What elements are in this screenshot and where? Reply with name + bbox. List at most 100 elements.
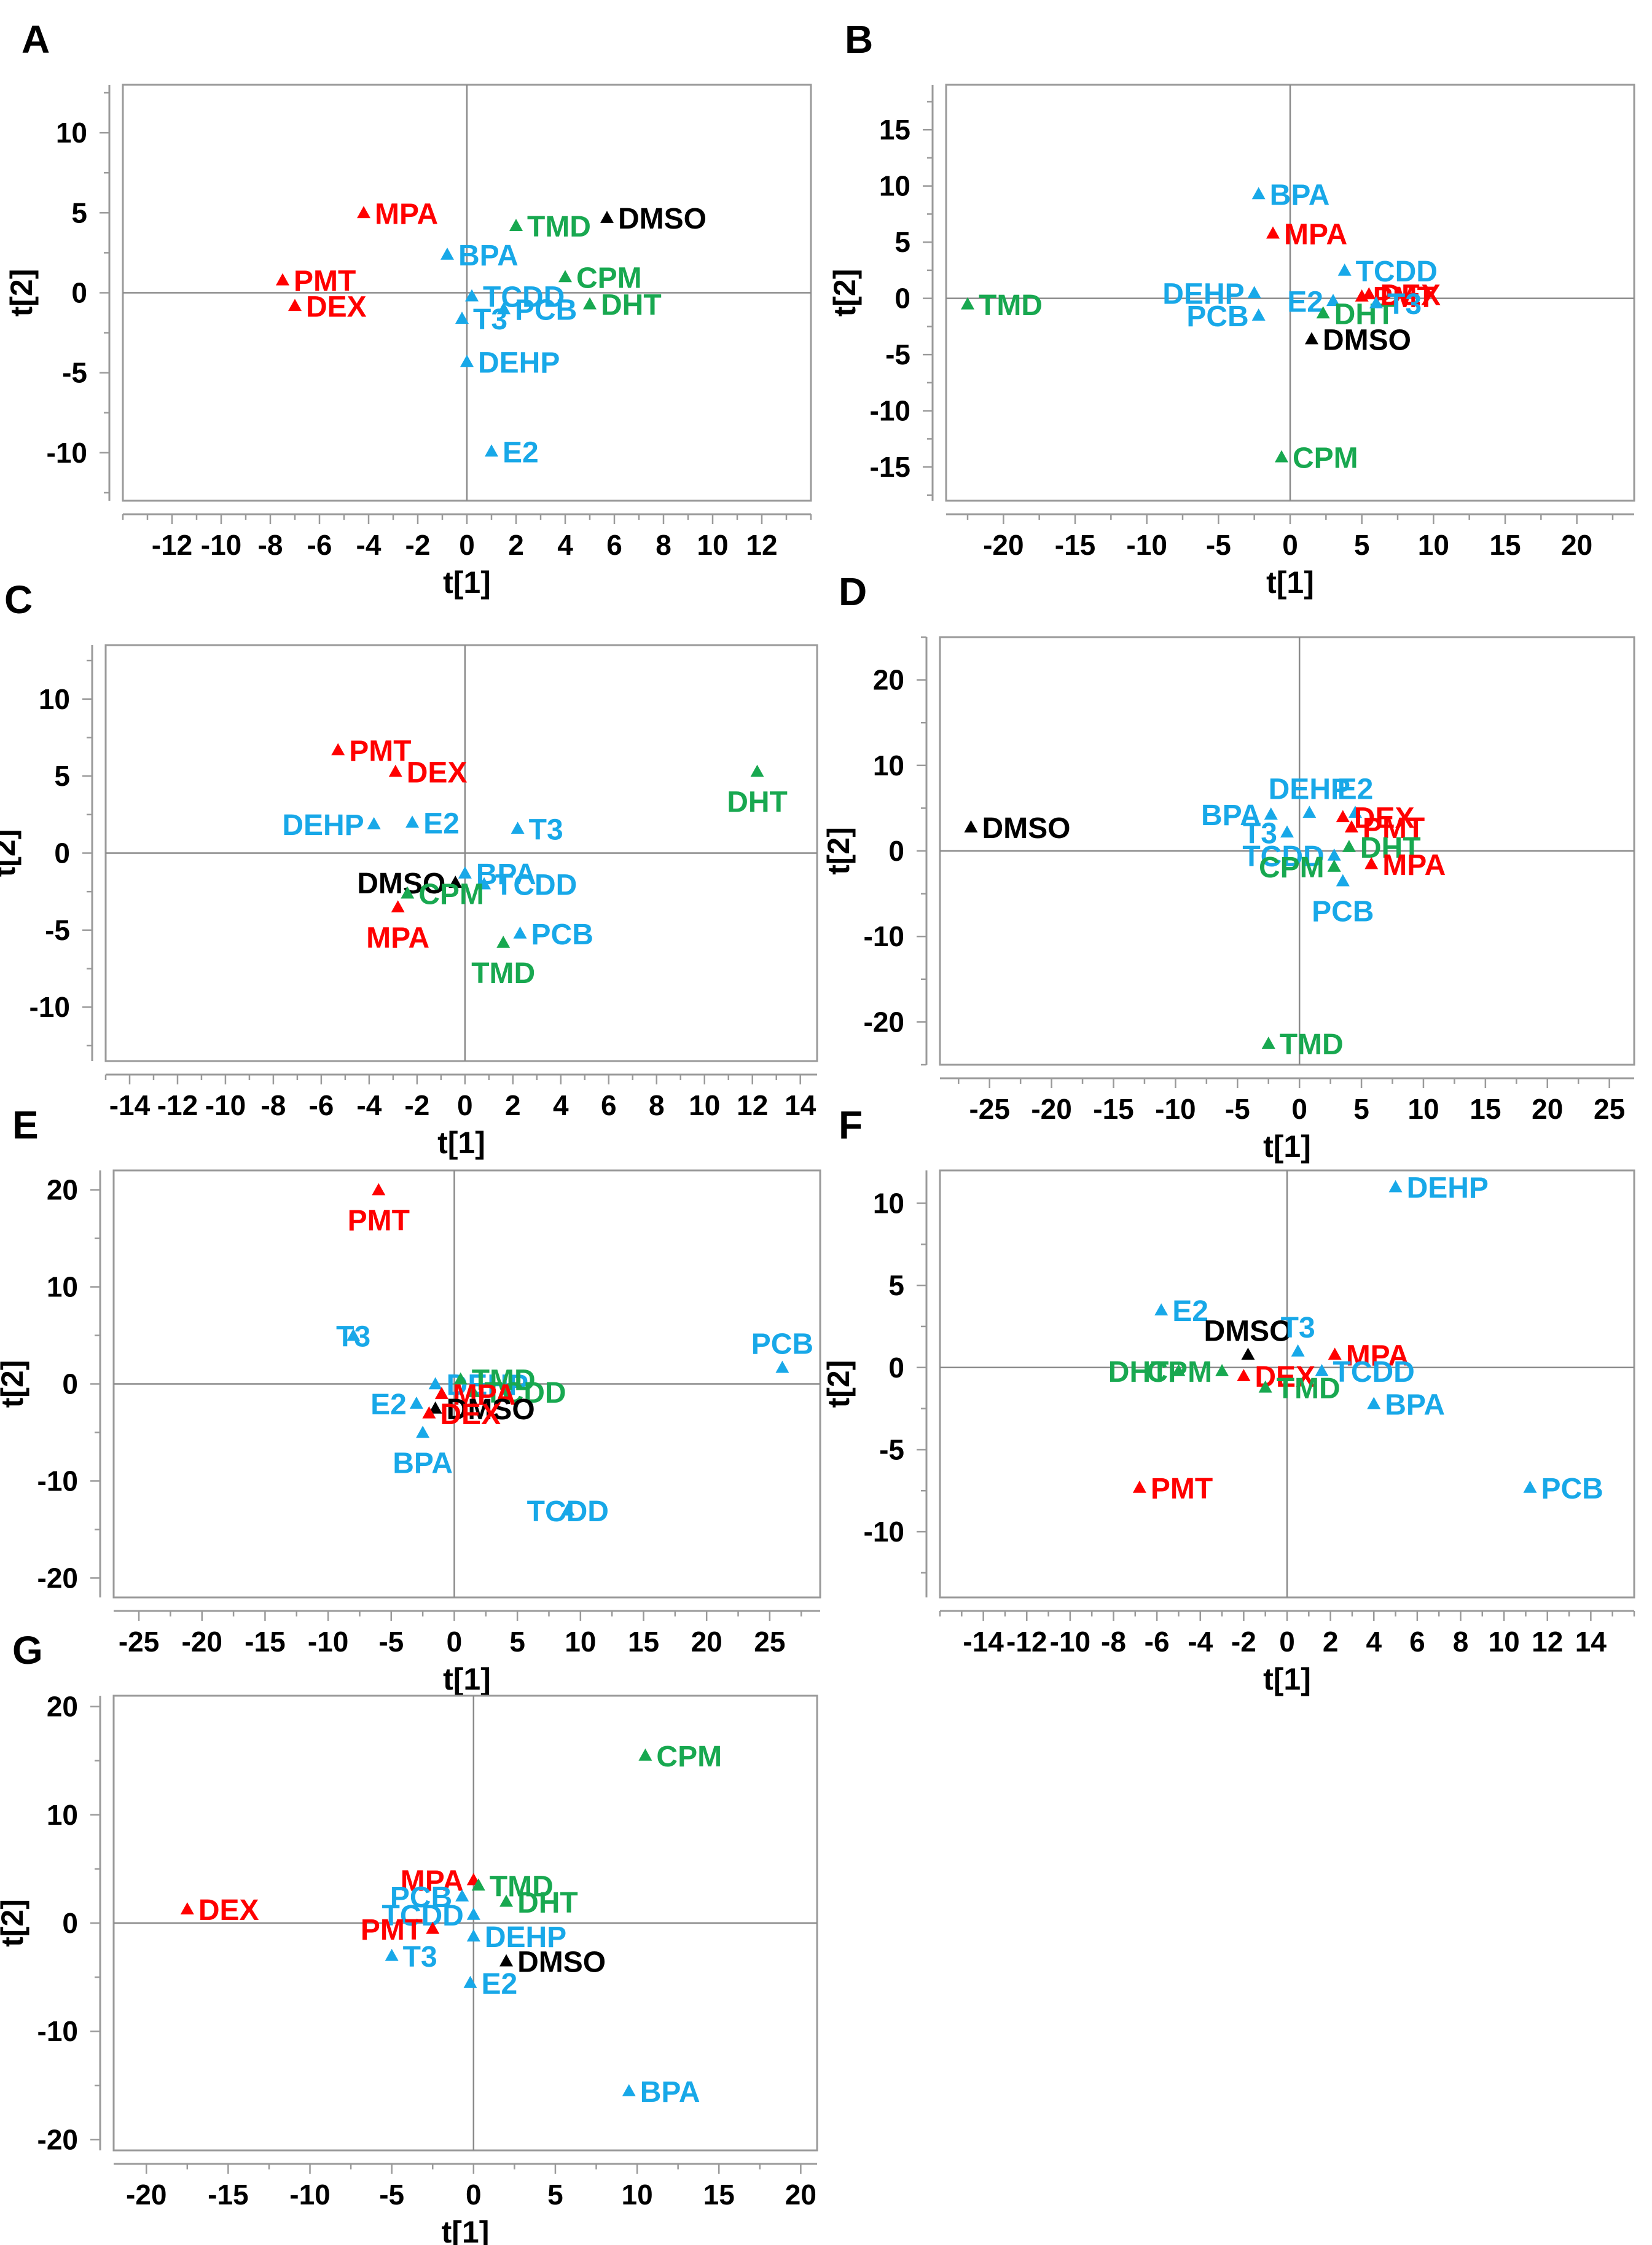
point-label-tcdd-e: TCDD xyxy=(484,1377,566,1409)
point-label-dmso-f: DMSO xyxy=(1204,1315,1292,1347)
x-axis-title-d: t[1] xyxy=(1263,1129,1311,1164)
panel-letter-f: F xyxy=(839,1103,863,1147)
x-tick-label-f: 14 xyxy=(1575,1626,1607,1658)
panel-e: E -25 -20 -15 -10 -5 0 5 10 15 20 25 -20 -10 0 10 20 t[1]… xyxy=(0,1103,821,1696)
x-tick-label-b: 10 xyxy=(1418,529,1449,561)
x-tick-label-e: 25 xyxy=(754,1626,785,1658)
point-label-dex-b: DEX xyxy=(1380,279,1441,311)
x-tick-label-b: 20 xyxy=(1561,529,1592,561)
point-tcdd-a xyxy=(465,289,479,302)
point-bpa-b xyxy=(1251,187,1266,200)
y-axis-title-f: t[2] xyxy=(821,1360,856,1408)
point-label-mpa-f: MPA xyxy=(1346,1339,1409,1372)
point-dex-f xyxy=(1237,1369,1251,1381)
panel-letter-b: B xyxy=(845,17,873,61)
point-label-pmt-d: PMT xyxy=(1363,812,1425,845)
point-dmso-c xyxy=(448,876,463,888)
x-tick-label-b: -5 xyxy=(1206,529,1231,561)
y-tick-label-g: -10 xyxy=(37,2015,78,2047)
y-axis-title-b: t[2] xyxy=(828,269,862,317)
x-axis-title-b: t[1] xyxy=(1266,565,1314,600)
point-label-tcdd-b: TCDD xyxy=(1356,256,1438,288)
point-tmd-c xyxy=(496,935,511,948)
point-label-t3-f: T3 xyxy=(1281,1312,1315,1344)
point-bpa-c xyxy=(458,866,472,879)
y-tick-label-c: 10 xyxy=(39,683,70,715)
x-tick-label-e: -25 xyxy=(119,1626,159,1658)
panel-f: F-14 -12 -10 -8 -6 -4 -2 0 2 4 6 8 10 12 14-10-50510t[… xyxy=(821,1103,1635,1696)
x-tick-label-g: 15 xyxy=(703,2179,735,2211)
x-tick-label-b: -10 xyxy=(1126,529,1167,561)
y-tick-label-b: 10 xyxy=(879,170,910,202)
point-bpa-e xyxy=(416,1425,430,1438)
point-pmt-b xyxy=(1355,289,1369,302)
point-label-tmd-g: TMD xyxy=(490,1870,554,1903)
x-tick-label-d: -5 xyxy=(1225,1093,1250,1125)
point-label-t3-d: T3 xyxy=(1243,817,1277,850)
y-tick-label-c: -5 xyxy=(45,914,70,946)
point-label-cpm-b: CPM xyxy=(1293,442,1358,475)
point-dex-d xyxy=(1336,810,1350,823)
point-label-tmd-c: TMD xyxy=(471,957,535,990)
panel-d: D -25 -20 -15 -10 -5 0 5 10 15 20 25 -20 -10 0 10 20 t[1]… xyxy=(821,570,1635,1164)
x-tick-label-f: 8 xyxy=(1453,1626,1469,1658)
panel-g: G -20 -15 -10 -5 0 5 10 15 20 -20 -10 0 10 20 t[1] t[2] C… xyxy=(0,1628,818,2245)
point-dex-g xyxy=(180,1902,194,1914)
x-tick-label-f: -4 xyxy=(1188,1626,1213,1658)
x-tick-label-a: 0 xyxy=(459,529,475,561)
point-label-pmt-g: PMT xyxy=(361,1914,423,1946)
x-tick-label-f: 0 xyxy=(1279,1626,1295,1658)
x-tick-label-e: 20 xyxy=(691,1626,722,1658)
point-label-tcdd-a: TCDD xyxy=(483,281,565,314)
x-tick-label-c: 6 xyxy=(601,1089,617,1121)
point-label-cpm-f: CPM xyxy=(1146,1356,1212,1389)
point-dmso-g xyxy=(499,1954,514,1967)
x-tick-label-g: -10 xyxy=(289,2179,330,2211)
y-tick-label-d: -20 xyxy=(864,1006,904,1038)
x-tick-label-c: -6 xyxy=(308,1089,334,1121)
point-label-pmt-b: PMT xyxy=(1373,281,1435,314)
point-label-e2-b: E2 xyxy=(1287,286,1323,318)
point-label-dehp-c: DEHP xyxy=(282,809,364,842)
point-label-dex-e: DEX xyxy=(440,1398,501,1431)
y-tick-label-g: 10 xyxy=(47,1799,78,1831)
point-label-tcdd-c: TCDD xyxy=(495,869,577,902)
y-tick-label-d: 0 xyxy=(888,835,904,867)
x-tick-label-a: -2 xyxy=(405,529,431,561)
y-tick-label-b: 5 xyxy=(895,226,910,258)
x-tick-label-c: -2 xyxy=(404,1089,429,1121)
point-label-pcb-a: PCB xyxy=(515,294,577,327)
point-t3-c xyxy=(511,821,525,834)
point-dht-b xyxy=(1316,306,1330,319)
x-tick-label-e: -10 xyxy=(308,1626,348,1658)
point-label-bpa-g: BPA xyxy=(640,2076,700,2109)
x-tick-label-b: 0 xyxy=(1282,529,1298,561)
x-tick-label-a: -6 xyxy=(307,529,332,561)
x-tick-label-d: -25 xyxy=(969,1093,1009,1125)
point-label-e2-e: E2 xyxy=(370,1389,407,1421)
y-tick-label-b: 15 xyxy=(879,114,910,146)
x-tick-label-f: 4 xyxy=(1366,1626,1382,1658)
point-cpm-f xyxy=(1215,1364,1229,1376)
point-label-dex-c: DEX xyxy=(407,757,468,789)
point-tmd-g xyxy=(471,1878,485,1891)
point-tmd-f xyxy=(1258,1380,1272,1393)
x-tick-label-g: 5 xyxy=(547,2179,563,2211)
point-e2-b xyxy=(1326,294,1340,307)
x-tick-label-g: -15 xyxy=(208,2179,248,2211)
point-tcdd-b xyxy=(1337,263,1352,276)
x-tick-label-f: -12 xyxy=(1006,1626,1047,1658)
y-tick-label-a: 0 xyxy=(71,277,87,309)
y-tick-label-f: 5 xyxy=(888,1269,904,1301)
y-tick-label-e: 20 xyxy=(47,1174,78,1206)
y-tick-label-e: 10 xyxy=(47,1271,78,1303)
x-tick-label-e: -15 xyxy=(245,1626,285,1658)
x-tick-label-f: 10 xyxy=(1489,1626,1520,1658)
x-axis-title-a: t[1] xyxy=(443,565,491,600)
x-tick-label-c: -8 xyxy=(260,1089,286,1121)
point-t3-a xyxy=(455,311,469,324)
point-tmd-a xyxy=(509,219,523,231)
x-tick-label-e: -5 xyxy=(378,1626,404,1658)
point-label-tmd-b: TMD xyxy=(979,289,1043,322)
x-axis-title-g: t[1] xyxy=(442,2215,490,2245)
